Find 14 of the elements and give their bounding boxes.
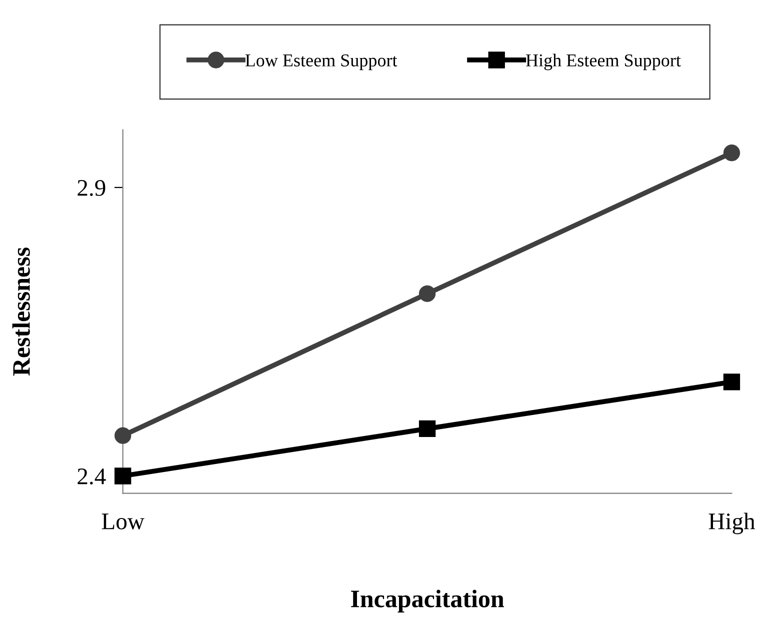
point <box>418 420 436 437</box>
x-tick-label: High <box>708 512 756 534</box>
x-tick-label: Low <box>102 514 144 530</box>
x-axis-title: Incapacitation <box>351 590 504 612</box>
y-axis-title: Restlessness <box>12 248 30 376</box>
point <box>114 468 132 484</box>
point <box>723 144 740 162</box>
point <box>723 374 740 390</box>
point <box>114 427 132 444</box>
y-tick-label: 2.4 <box>78 468 106 485</box>
legend-label: Low Esteem Support <box>245 54 398 70</box>
y-tick-label: 2.9 <box>78 180 106 196</box>
legend-label: High Esteem Support <box>526 54 681 70</box>
point <box>418 285 436 302</box>
